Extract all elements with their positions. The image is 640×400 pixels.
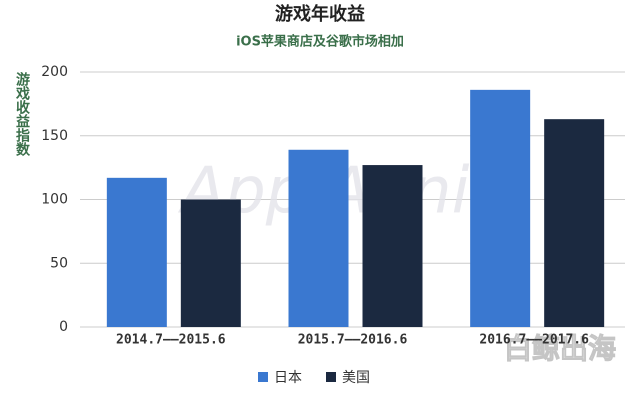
legend-swatch [258,372,268,382]
y-tick-label: 50 [50,255,68,271]
bar [470,89,531,327]
x-tick-label: 2014.7——2015.6 [116,333,226,348]
watermark: 白鲸出海 [504,332,616,365]
chart-subtitle: iOS苹果商店及谷歌市场相加 [236,34,404,50]
bar [362,165,423,327]
legend-label: 美国 [342,370,370,386]
bar [106,177,167,327]
bar [288,149,349,327]
legend-label: 日本 [274,370,302,386]
chart-title: 游戏年收益 [275,3,365,25]
bar [180,199,241,327]
legend-swatch [326,372,336,382]
y-tick-label: 100 [41,192,68,208]
bar [544,119,605,327]
y-tick-label: 0 [59,319,68,335]
x-tick-label: 2015.7——2016.6 [298,333,408,348]
y-tick-label: 150 [41,128,68,144]
y-tick-label: 200 [41,64,68,80]
y-axis-label: 游戏收益指数 [14,71,31,157]
x-tick-label: 2016.7——2017.6 [479,333,589,348]
